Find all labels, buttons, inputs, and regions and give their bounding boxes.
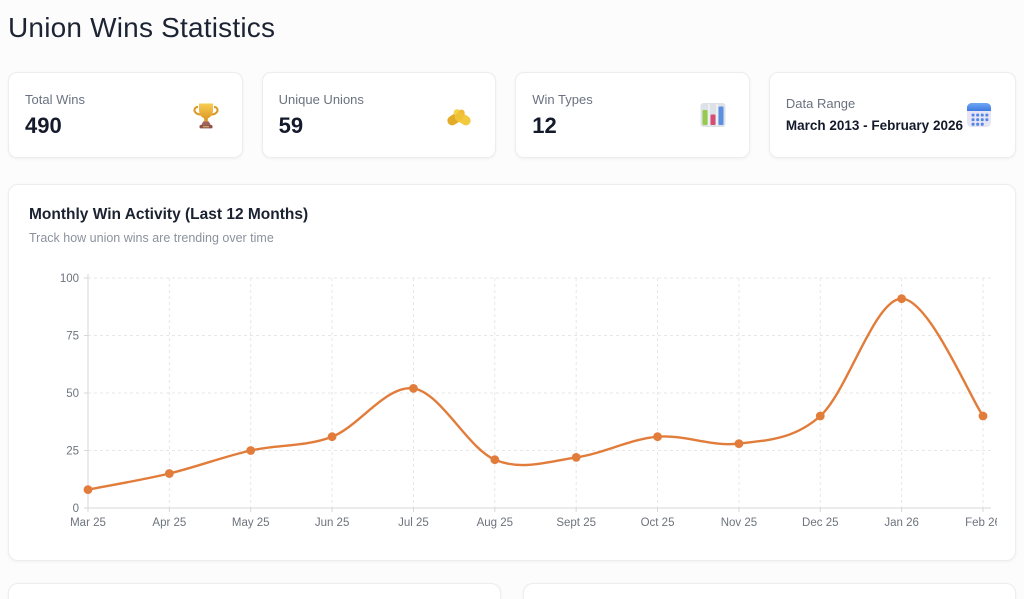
- page-title: Union Wins Statistics: [8, 12, 276, 43]
- y-tick-label: 25: [66, 446, 79, 458]
- x-tick-label: Sept 25: [556, 517, 596, 529]
- data-point[interactable]: [490, 455, 500, 465]
- x-tick-label: Mar 25: [70, 517, 106, 529]
- x-tick-label: Oct 25: [641, 517, 675, 529]
- data-point[interactable]: [734, 439, 744, 448]
- data-point[interactable]: [246, 446, 256, 455]
- bottom-card-left: [8, 583, 501, 599]
- stat-card-unique-unions: Unique Unions 59: [261, 72, 497, 158]
- data-point[interactable]: [978, 411, 988, 421]
- stat-card-total-wins: Total Wins 490: [8, 72, 243, 158]
- stat-card-label: Total Wins: [25, 91, 85, 107]
- x-tick-label: May 25: [232, 517, 270, 529]
- x-tick-label: Feb 26: [965, 517, 997, 529]
- chart-area[interactable]: 0 25 50 75 100 Mar 25 Apr 25 May 25 Jun 25 Jul 25…: [29, 256, 997, 536]
- data-point[interactable]: [815, 411, 825, 421]
- stat-card-label: Unique Unions: [278, 91, 364, 107]
- data-point[interactable]: [327, 432, 337, 442]
- y-tick-label: 0: [73, 503, 79, 515]
- data-point[interactable]: [653, 432, 662, 442]
- stat-card-value: 59: [278, 112, 304, 138]
- trend-line: [86, 297, 985, 491]
- chart-card: Monthly Win Activity (Last 12 Months) Tr…: [8, 184, 1016, 561]
- stats-row: Total Wins 490 Unique Unions: [8, 72, 1016, 158]
- stat-card-label: Data Range: [785, 95, 856, 111]
- x-tick-label: Apr 25: [152, 517, 186, 529]
- calendar-icon: [963, 99, 995, 131]
- data-point[interactable]: [571, 453, 581, 462]
- data-point[interactable]: [164, 469, 174, 478]
- data-point[interactable]: [409, 384, 418, 393]
- handshake-icon: [443, 99, 475, 131]
- stat-card-win-types: Win Types 12: [515, 72, 750, 158]
- y-tick-label: 50: [66, 388, 79, 400]
- stat-card-value: 490: [25, 112, 62, 138]
- chart-title: Monthly Win Activity (Last 12 Months): [29, 206, 309, 223]
- bottom-row: [8, 583, 1016, 599]
- y-tick-label: 75: [66, 331, 79, 343]
- line-chart[interactable]: 0 25 50 75 100 Mar 25 Apr 25 May 25 Jun 25 Jul 25…: [29, 256, 997, 536]
- stat-card-value: March 2013 - February 2026: [785, 117, 963, 133]
- bar-chart-icon: [697, 99, 729, 131]
- data-point[interactable]: [83, 485, 93, 494]
- x-tick-label: Aug 25: [477, 517, 513, 529]
- stat-card-data-range: Data Range March 2013 - February 2026: [768, 72, 1016, 158]
- x-tick-label: Nov 25: [721, 517, 757, 529]
- chart-subtitle: Track how union wins are trending over t…: [29, 231, 274, 245]
- trophy-icon: [190, 99, 222, 131]
- bottom-card-right: [523, 583, 1016, 599]
- stat-card-value: 12: [532, 112, 557, 138]
- x-tick-label: Jun 25: [315, 517, 350, 529]
- data-point[interactable]: [897, 294, 907, 304]
- x-tick-label: Jul 25: [398, 517, 429, 529]
- x-tick-label: Dec 25: [802, 517, 838, 529]
- y-tick-label: 100: [60, 273, 79, 285]
- x-tick-label: Jan 26: [884, 517, 919, 529]
- stat-card-label: Win Types: [532, 91, 593, 107]
